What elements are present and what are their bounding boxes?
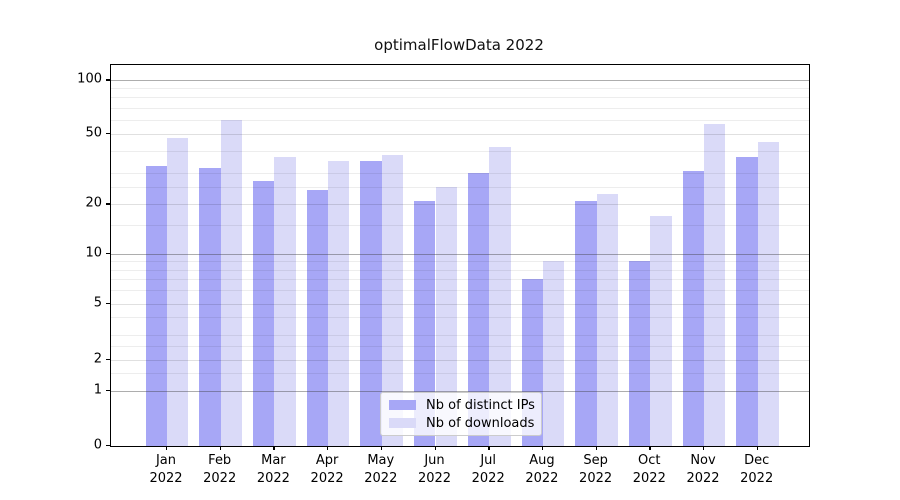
x-tick-label-Mar: Mar 2022	[241, 452, 305, 488]
bar-ips-Feb	[199, 168, 221, 446]
x-tick-label-Jul: Jul 2022	[456, 452, 520, 488]
month-year: 2022	[364, 471, 398, 486]
y-tick-label-0: 0	[93, 437, 102, 453]
bar-downloads-Jun	[435, 187, 457, 446]
x-tick-label-Apr: Apr 2022	[295, 452, 359, 488]
y-tick-mark-10	[106, 252, 110, 255]
chart-title: optimalFlowData 2022	[374, 36, 544, 54]
bar-ips-Dec	[736, 156, 758, 446]
month-year: 2022	[310, 471, 344, 486]
x-tick-label-Aug: Aug 2022	[510, 452, 574, 488]
x-tick-mark-May	[380, 446, 383, 450]
x-tick-label-Feb: Feb 2022	[188, 452, 252, 488]
legend-item-downloads: Nb of downloads	[381, 416, 541, 431]
bar-downloads-May	[381, 154, 404, 446]
legend-swatch-distinct-ips	[389, 400, 416, 410]
month-year: 2022	[632, 471, 666, 486]
month-year: 2022	[579, 471, 613, 486]
month-name: Feb	[208, 453, 232, 468]
y-tick-label-1: 1	[93, 382, 102, 397]
month-name: Oct	[638, 453, 661, 468]
x-tick-mark-Jun	[434, 446, 436, 450]
month-name: Aug	[529, 453, 555, 468]
bar-ips-Nov	[682, 170, 704, 446]
x-tick-mark-Jul	[488, 446, 490, 450]
x-tick-mark-Oct	[649, 446, 651, 450]
bar-ips-Jan	[145, 165, 167, 446]
y-tick-label-20: 20	[85, 195, 102, 211]
month-name: Jun	[424, 453, 445, 468]
legend: Nb of distinct IPs Nb of downloads	[380, 392, 542, 436]
bar-ips-Sep	[575, 200, 597, 446]
bars-layer	[111, 65, 809, 446]
bar-downloads-Nov	[704, 123, 726, 446]
bar-downloads-Dec	[757, 141, 780, 446]
y-tick-label-5: 5	[93, 295, 102, 310]
y-tick-mark-50	[106, 132, 110, 135]
month-year: 2022	[525, 471, 559, 486]
month-year: 2022	[256, 471, 290, 486]
y-tick-mark-100	[106, 79, 110, 81]
legend-swatch-downloads	[389, 418, 416, 428]
x-tick-label-Dec: Dec 2022	[725, 452, 789, 488]
x-tick-label-Jun: Jun 2022	[403, 452, 467, 488]
bar-downloads-Feb	[220, 119, 243, 446]
month-name: Apr	[315, 453, 339, 468]
y-tick-label-10: 10	[85, 245, 102, 261]
month-name: Jan	[155, 453, 177, 468]
bar-ips-Jul	[467, 173, 490, 446]
bar-downloads-Apr	[328, 161, 350, 446]
plot-area	[110, 64, 810, 447]
bar-downloads-Aug	[542, 261, 565, 446]
y-tick-mark-20	[106, 203, 110, 205]
y-tick-mark-2	[106, 359, 110, 361]
month-name: May	[367, 453, 395, 468]
x-tick-label-Oct: Oct 2022	[617, 452, 681, 488]
bar-ips-Jun	[414, 200, 436, 446]
month-year: 2022	[203, 471, 237, 486]
bar-downloads-Jul	[489, 147, 511, 446]
x-tick-mark-Nov	[703, 446, 705, 450]
y-tick-mark-1	[106, 389, 110, 391]
y-tick-label-100: 100	[77, 71, 102, 87]
month-year: 2022	[686, 471, 720, 486]
month-year: 2022	[149, 471, 183, 486]
bar-ips-Apr	[306, 190, 329, 446]
x-tick-label-May: May 2022	[349, 452, 413, 488]
bar-downloads-Sep	[596, 193, 618, 446]
x-tick-mark-Sep	[595, 446, 597, 450]
x-tick-mark-Mar	[273, 446, 275, 450]
bar-ips-Mar	[253, 181, 275, 446]
month-name: Jul	[480, 453, 497, 468]
x-tick-label-Jan: Jan 2022	[134, 452, 198, 488]
bar-ips-May	[360, 161, 382, 446]
y-tick-label-50: 50	[85, 125, 102, 141]
x-tick-label-Nov: Nov 2022	[671, 452, 735, 488]
month-name: Sep	[583, 453, 608, 468]
x-tick-mark-Dec	[756, 446, 759, 450]
y-tick-label-2: 2	[93, 351, 102, 367]
month-name: Dec	[744, 453, 770, 468]
x-tick-mark-Aug	[541, 446, 544, 450]
month-year: 2022	[471, 471, 505, 486]
month-name: Nov	[690, 453, 716, 468]
legend-label-distinct-ips: Nb of distinct IPs	[426, 397, 535, 413]
x-tick-mark-Jan	[166, 446, 168, 450]
bar-downloads-Mar	[274, 156, 296, 446]
bar-ips-Oct	[628, 261, 651, 446]
y-tick-mark-0	[106, 445, 110, 447]
month-year: 2022	[417, 471, 452, 486]
x-tick-mark-Feb	[219, 446, 222, 450]
month-name: Mar	[261, 453, 286, 468]
legend-item-distinct-ips: Nb of distinct IPs	[381, 398, 541, 413]
legend-label-downloads: Nb of downloads	[426, 415, 535, 431]
x-tick-mark-Apr	[327, 446, 329, 450]
month-year: 2022	[740, 471, 774, 486]
bar-downloads-Jan	[167, 138, 189, 446]
bar-downloads-Oct	[650, 215, 672, 446]
y-tick-mark-5	[106, 302, 110, 304]
x-tick-label-Sep: Sep 2022	[564, 452, 628, 488]
